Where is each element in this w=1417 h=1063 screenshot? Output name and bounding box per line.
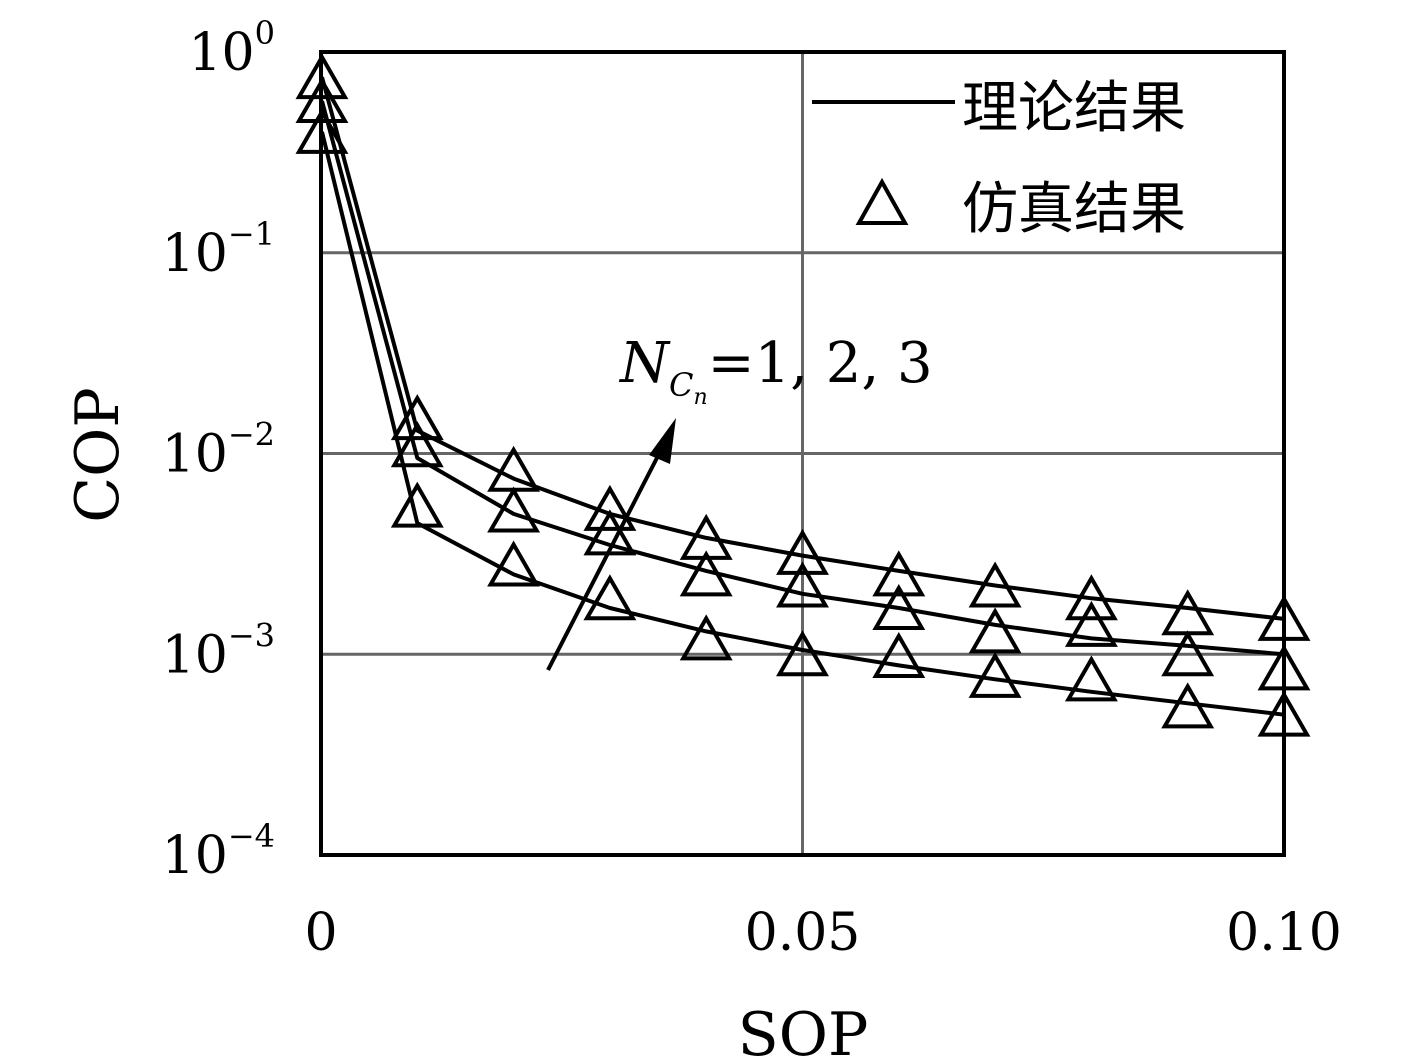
annotation-label: NCn=1, 2, 3 <box>618 331 933 410</box>
sim-marker-s3-p9 <box>1161 589 1215 636</box>
sim-marker-s3-p1 <box>390 394 444 441</box>
legend: 理论结果 仿真结果 <box>812 76 1186 242</box>
sim-marker-s3-p8 <box>1064 574 1118 621</box>
sim-marker-s2-p4 <box>679 550 733 597</box>
plot-frame <box>319 50 1286 857</box>
sim-marker-s3-p4 <box>679 513 733 560</box>
sim-marker-s1-p2 <box>487 540 541 587</box>
sim-marker-s1-p4 <box>679 614 733 661</box>
annotation-arrow-head-icon <box>649 418 676 464</box>
theory-line-series-1 <box>320 131 1285 717</box>
sim-marker-s3-p7 <box>968 561 1022 608</box>
annotation-arrow-shaft <box>546 451 662 671</box>
sim-marker-s2-p5 <box>776 561 829 608</box>
y-tick-label-1: 10−1 <box>162 215 275 284</box>
sim-marker-s2-p2 <box>487 486 541 533</box>
x-tick-labels: 0 0.05 0.10 <box>304 903 1341 963</box>
y-axis-title: COP <box>63 387 133 522</box>
sim-marker-s1-p6 <box>872 631 926 679</box>
sim-marker-s2-p7 <box>968 607 1022 654</box>
legend-line-label: 理论结果 <box>962 76 1186 141</box>
sim-marker-s1-p5 <box>776 630 829 677</box>
x-tick-label-1: 0.05 <box>745 903 861 963</box>
legend-triangle-marker-icon <box>855 177 909 225</box>
y-tick-label-2: 10−2 <box>162 416 275 485</box>
sim-marker-s2-p6 <box>872 583 926 630</box>
sim-marker-s2-p9 <box>1161 630 1215 677</box>
y-tick-labels: 100 10−1 10−2 10−3 10−4 <box>162 14 275 886</box>
legend-marker-label: 仿真结果 <box>962 177 1186 242</box>
sim-marker-s1-p7 <box>968 651 1022 698</box>
series-lines <box>320 76 1285 717</box>
x-tick-label-0: 0 <box>304 903 337 963</box>
theory-line-series-2 <box>320 100 1285 657</box>
theory-line-series-3 <box>320 76 1285 621</box>
x-axis-title: SOP <box>738 1000 869 1063</box>
sim-marker-s1-p9 <box>1161 682 1215 729</box>
sim-marker-s3-p6 <box>872 550 926 597</box>
sim-marker-s1-p3 <box>583 574 637 621</box>
sim-marker-s3-p2 <box>487 445 541 492</box>
sim-marker-s3-p5 <box>776 528 829 575</box>
y-tick-label-4: 10−4 <box>162 817 275 886</box>
sim-marker-s1-p1 <box>390 481 444 528</box>
sim-marker-s1-p8 <box>1064 655 1118 702</box>
x-tick-label-2: 0.10 <box>1226 903 1342 963</box>
grid-lines <box>321 52 1284 855</box>
sim-marker-s2-p1 <box>390 421 444 468</box>
sim-marker-s2-p8 <box>1064 600 1118 647</box>
parameter-annotation: NCn=1, 2, 3 <box>546 331 933 671</box>
sim-marker-s3-p3 <box>583 484 637 531</box>
y-tick-label-0: 100 <box>188 14 275 83</box>
y-tick-label-3: 10−3 <box>162 616 275 685</box>
